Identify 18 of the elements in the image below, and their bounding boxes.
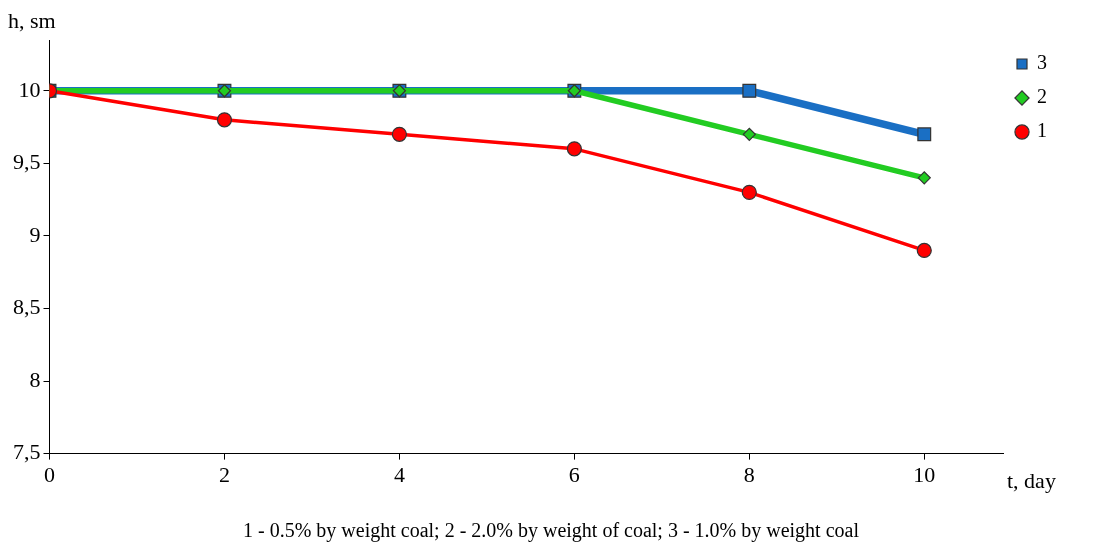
- text: 1 - 0.5% by weight coal; 2 - 2.0% by weight of coal; 3 - 1.0% by weight coal: [243, 519, 860, 543]
- y-tick-label: 9: [29, 221, 41, 247]
- x-tick-label: 0: [44, 461, 55, 487]
- x-tick-label: 10: [913, 461, 936, 487]
- y-tick-label: 8,5: [13, 294, 41, 320]
- x-tick-label: 4: [393, 461, 405, 487]
- y-tick-label: 7,5: [13, 439, 41, 465]
- y-axis-title: h, sm: [8, 7, 56, 33]
- legend-label: 1: [1037, 119, 1047, 142]
- x-tick-label: 8: [743, 461, 755, 487]
- x-tick-label: 2: [218, 461, 230, 487]
- x-axis-title: t, day: [1007, 467, 1056, 493]
- legend-label: 2: [1037, 85, 1047, 108]
- x-tick-label: 6: [568, 461, 580, 487]
- y-tick-label: 9,5: [13, 149, 41, 175]
- y-tick-label: 10: [18, 76, 41, 102]
- y-tick-label: 8: [29, 366, 41, 392]
- legend-label: 3: [1037, 51, 1047, 74]
